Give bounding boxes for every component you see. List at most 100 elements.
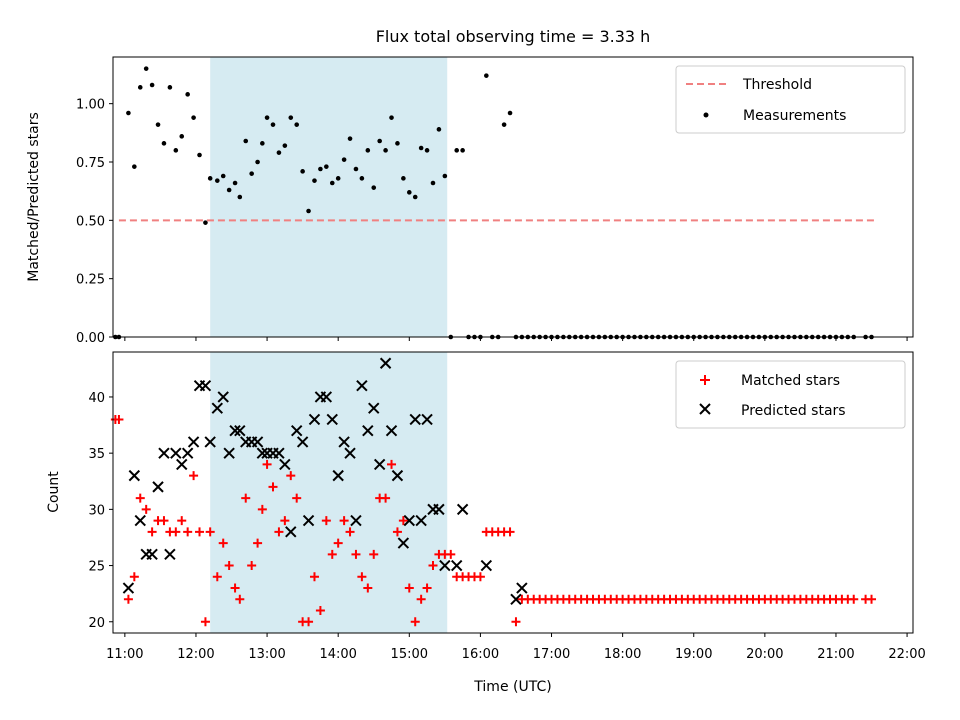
matched-legend-label: Matched stars: [741, 373, 840, 389]
predicted-star-point: [344, 447, 356, 459]
measurement-point: [306, 208, 311, 214]
x-tick-label: 20:00: [746, 647, 783, 662]
matched-star-point: [218, 538, 228, 548]
predicted-star-point: [356, 380, 368, 392]
matched-star-point: [339, 516, 349, 526]
matched-star-point: [475, 572, 485, 582]
predicted-star-point: [433, 503, 445, 516]
measurement-point: [167, 85, 173, 90]
predicted-star-point: [338, 436, 350, 448]
matched-star-point: [428, 561, 438, 571]
measurement-point: [412, 194, 418, 200]
x-tick-label: 22:00: [888, 647, 925, 662]
matched-star-point: [147, 527, 157, 537]
matched-star-point: [410, 617, 420, 627]
predicted-star-point: [368, 402, 380, 414]
matched-star-point: [195, 527, 205, 537]
measurement-point: [329, 180, 335, 186]
measurement-point: [276, 150, 282, 155]
matched-star-point: [268, 482, 278, 492]
matched-star-point: [230, 583, 240, 593]
measurement-point: [377, 138, 382, 144]
measurement-point: [406, 190, 412, 195]
matched-star-point: [304, 617, 314, 627]
matched-star-point: [123, 594, 133, 604]
matched-star-point: [404, 583, 414, 593]
measurement-point: [185, 92, 190, 97]
matched-star-point: [333, 538, 343, 548]
chart-title: Flux total observing time = 3.33 h: [376, 27, 651, 46]
bottom-y-ticks: 20 25 30 35 40: [88, 391, 113, 631]
matched-star-point: [387, 459, 397, 469]
measurement-point: [341, 157, 347, 162]
top-legend-box: [675, 65, 906, 134]
predicted-star-point: [229, 424, 241, 437]
matched-star-point: [849, 594, 859, 604]
predicted-star-point: [122, 582, 135, 594]
predicted-star-point: [164, 548, 176, 561]
top-x-ticks: [124, 337, 908, 341]
predicted-star-point: [158, 447, 170, 459]
matched-star-point: [357, 572, 367, 582]
matched-star-point: [141, 504, 151, 514]
predicted-star-point: [256, 447, 269, 459]
measurement-point: [460, 148, 465, 153]
predicted-star-point: [350, 514, 362, 527]
measurement-point: [137, 85, 143, 90]
predicted-star-point: [217, 391, 229, 403]
matched-star-point: [177, 516, 187, 526]
predicted-star-point: [152, 481, 164, 493]
measurement-point: [226, 187, 232, 193]
measurement-point: [220, 173, 226, 179]
predicted-star-point: [285, 526, 297, 538]
matched-star-point: [253, 538, 263, 548]
x-tick-label: 18:00: [604, 647, 641, 662]
bottom-legend-box: [675, 360, 906, 429]
y-tick-label: 0.75: [76, 156, 105, 171]
predicted-star-point: [326, 413, 338, 426]
predicted-star-point: [373, 458, 386, 471]
measurement-point: [203, 220, 208, 225]
measurement-point: [318, 166, 323, 172]
measurement-point: [401, 176, 406, 181]
measurement-point: [389, 115, 394, 120]
predicted-star-point: [379, 357, 392, 369]
measurement-point: [155, 122, 161, 127]
matched-star-point: [369, 549, 379, 559]
predicted-star-point: [403, 514, 416, 527]
predicted-star-point: [332, 469, 344, 482]
measurement-point: [371, 185, 377, 190]
measurement-point: [365, 148, 371, 153]
matched-star-point: [309, 572, 319, 582]
measurement-point: [264, 115, 270, 120]
matched-star-point: [257, 504, 267, 514]
measurement-point: [249, 171, 254, 176]
bottom-axes-frame: [112, 351, 914, 634]
measurement-point: [207, 176, 213, 181]
predicted-star-point: [134, 514, 146, 527]
matched-star-point: [505, 527, 515, 537]
measurement-point: [288, 115, 294, 120]
top-axes-frame: [112, 56, 914, 338]
predicted-legend-swatch: [699, 403, 711, 415]
measurement-point: [395, 141, 400, 146]
predicted-star-point: [397, 537, 410, 549]
measurement-point: [270, 122, 276, 127]
top-y-ticks: 0.00 0.25 0.50 0.75 1.00: [76, 98, 113, 346]
measurement-point: [324, 164, 329, 169]
predicted-star-point: [234, 424, 246, 437]
y-tick-label: 1.00: [76, 98, 105, 113]
matched-star-point: [247, 561, 257, 571]
matched-star-point: [345, 527, 355, 537]
predicted-star-point: [308, 413, 321, 426]
predicted-star-point: [128, 469, 141, 482]
predicted-star-point: [187, 436, 200, 448]
predicted-star-point: [391, 469, 404, 482]
measurement-point: [347, 136, 353, 141]
measurement-point: [197, 152, 202, 158]
matched-star-point: [446, 549, 456, 559]
matched-star-point: [159, 516, 169, 526]
matched-star-point: [262, 459, 272, 469]
x-tick-label: 13:00: [248, 647, 285, 662]
